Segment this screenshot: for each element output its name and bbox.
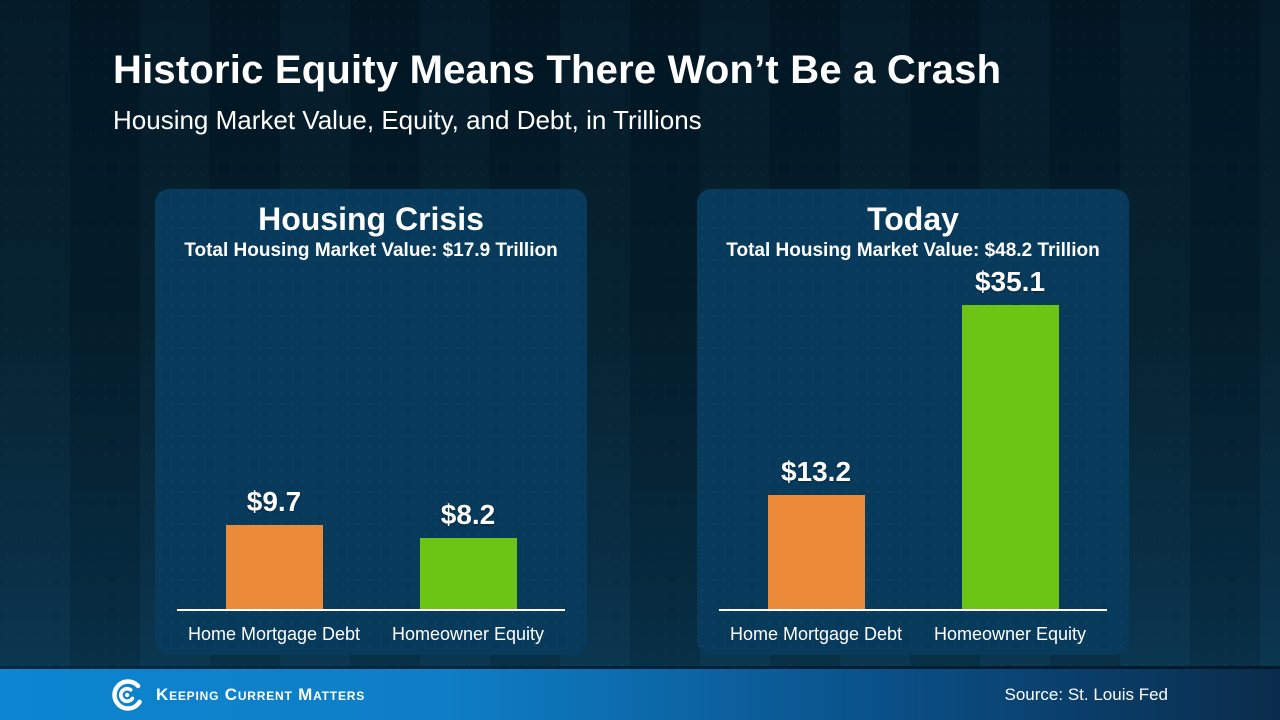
bar-value-label: $9.7 [246, 486, 302, 517]
bar-group-mortgage-debt: $13.2 [719, 456, 913, 609]
panel-title-housing-crisis: Housing Crisis [258, 201, 484, 237]
slide-title: Historic Equity Means There Won’t Be a C… [113, 48, 1002, 92]
today-chart: $13.2 $35.1 [719, 266, 1107, 611]
homeowner-equity-bar [961, 305, 1059, 609]
bar-group-homeowner-equity: $8.2 [371, 499, 565, 609]
category-label-homeowner-equity: Homeowner Equity [391, 624, 545, 644]
panel-subtitle-housing-crisis: Total Housing Market Value: $17.9 Trilli… [184, 240, 558, 261]
category-axis-labels: Home Mortgage Debt Homeowner Equity [177, 624, 565, 645]
bar-group-mortgage-debt: $9.7 [177, 486, 371, 609]
today-panel: Today Total Housing Market Value: $48.2 … [697, 189, 1129, 655]
mortgage-debt-bar [225, 525, 323, 609]
category-label-homeowner-equity: Homeowner Equity [933, 624, 1087, 644]
footer-bar: Keeping Current Matters Source: St. Loui… [0, 666, 1280, 720]
panel-subtitle-today: Total Housing Market Value: $48.2 Trilli… [726, 240, 1100, 261]
bar-value-label: $35.1 [974, 266, 1046, 297]
homeowner-equity-bar [419, 538, 517, 609]
category-axis-labels: Home Mortgage Debt Homeowner Equity [719, 624, 1107, 645]
category-label-mortgage-debt: Home Mortgage Debt [729, 624, 903, 644]
brand-lockup: Keeping Current Matters [110, 677, 365, 713]
category-label-mortgage-debt: Home Mortgage Debt [187, 624, 361, 644]
housing-crisis-panel: Housing Crisis Total Housing Market Valu… [155, 189, 587, 655]
bar-value-label: $13.2 [780, 456, 852, 487]
bar-group-homeowner-equity: $35.1 [913, 266, 1107, 609]
slide-subtitle: Housing Market Value, Equity, and Debt, … [113, 105, 702, 135]
mortgage-debt-bar [767, 495, 865, 609]
panel-title-today: Today [867, 201, 959, 237]
brand-name: Keeping Current Matters [156, 684, 366, 704]
bar-value-label: $8.2 [440, 499, 496, 530]
kcm-swirl-logo-icon [112, 678, 144, 711]
source-attribution: Source: St. Louis Fed [1004, 684, 1168, 704]
housing-crisis-chart: $9.7 $8.2 [177, 486, 565, 611]
